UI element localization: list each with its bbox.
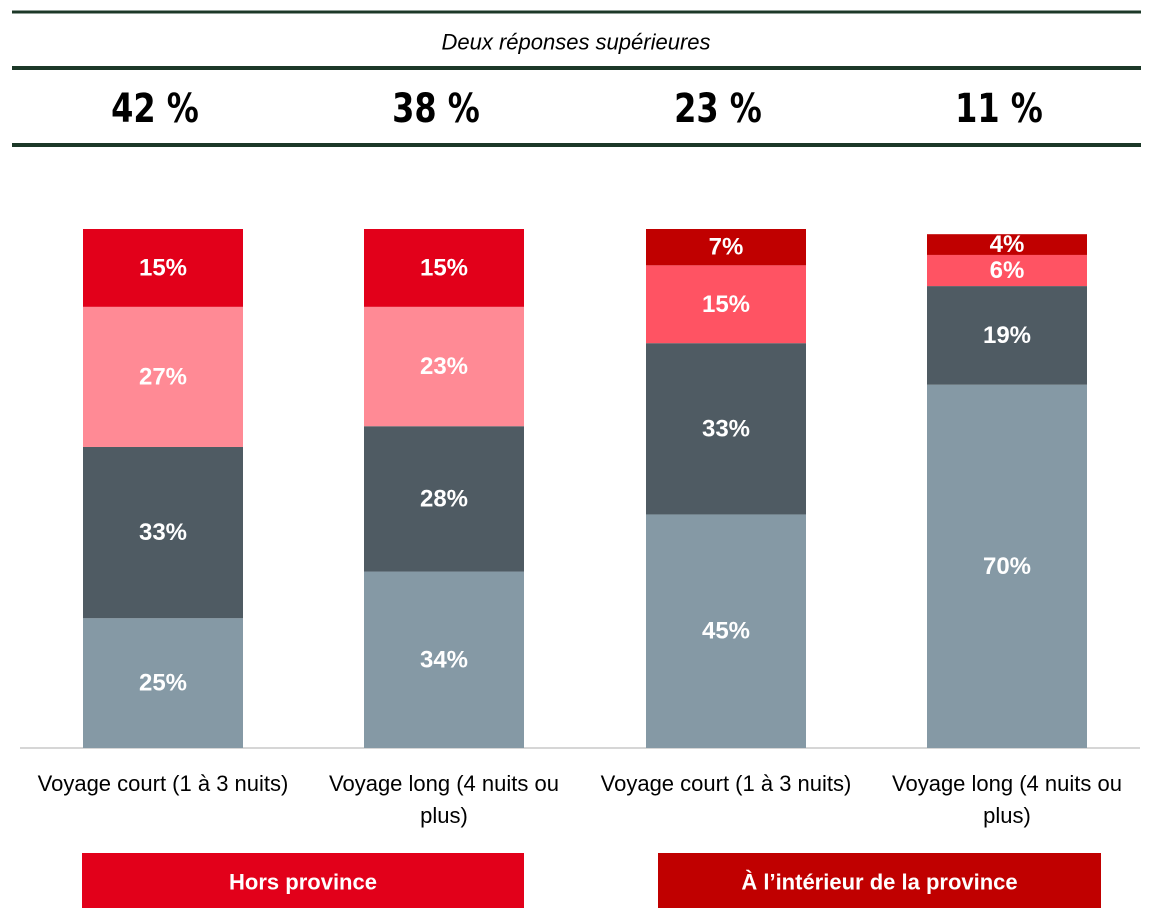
data-label: 15% [139, 254, 187, 281]
bar-segment [927, 254, 1087, 287]
data-label: 33% [702, 415, 750, 442]
data-label: 15% [702, 291, 750, 318]
bar-segment [646, 343, 806, 515]
top-two-value: 42 % [111, 84, 199, 131]
data-label: 4% [990, 231, 1025, 258]
group-label: Hors province [229, 870, 377, 895]
bar-segment [646, 229, 806, 266]
data-label: 25% [139, 670, 187, 697]
bar-segment [646, 265, 806, 344]
data-label: 15% [420, 254, 468, 281]
group-box [82, 853, 524, 908]
top-two-value: 38 % [392, 84, 480, 131]
category-label: Voyage court (1 à 3 nuits) [37, 771, 289, 796]
bar-segment [646, 514, 806, 748]
category-label: Voyage long (4 nuits ou plus) [892, 771, 1122, 828]
bar-segment [364, 229, 524, 307]
data-label: 7% [709, 234, 744, 261]
category-label: Voyage long (4 nuits ou plus) [329, 771, 559, 828]
bar-segment [83, 618, 243, 748]
top-two-value: 11 % [955, 84, 1043, 131]
header: Deux réponses supérieures [441, 30, 710, 55]
bar-segment [927, 384, 1087, 748]
data-label: 28% [420, 485, 468, 512]
data-label: 27% [139, 363, 187, 390]
data-label: 45% [702, 618, 750, 645]
data-label: 19% [983, 322, 1031, 349]
category-label: Voyage court (1 à 3 nuits) [600, 771, 852, 796]
bar-segment [364, 571, 524, 748]
group-box [658, 853, 1101, 908]
top-two-value: 23 % [674, 84, 762, 131]
bar-segment [927, 234, 1087, 255]
data-label: 34% [420, 646, 468, 673]
bar-segment [83, 306, 243, 447]
bar-segment [927, 286, 1087, 385]
data-label: 33% [139, 519, 187, 546]
bar-segment [83, 229, 243, 307]
bar-segment [83, 446, 243, 619]
bar-segment [364, 426, 524, 572]
group-label: À l’intérieur de la province [741, 870, 1017, 895]
bar-segment [364, 306, 524, 427]
data-label: 6% [990, 257, 1025, 284]
data-label: 70% [983, 553, 1031, 580]
data-label: 23% [420, 353, 468, 380]
